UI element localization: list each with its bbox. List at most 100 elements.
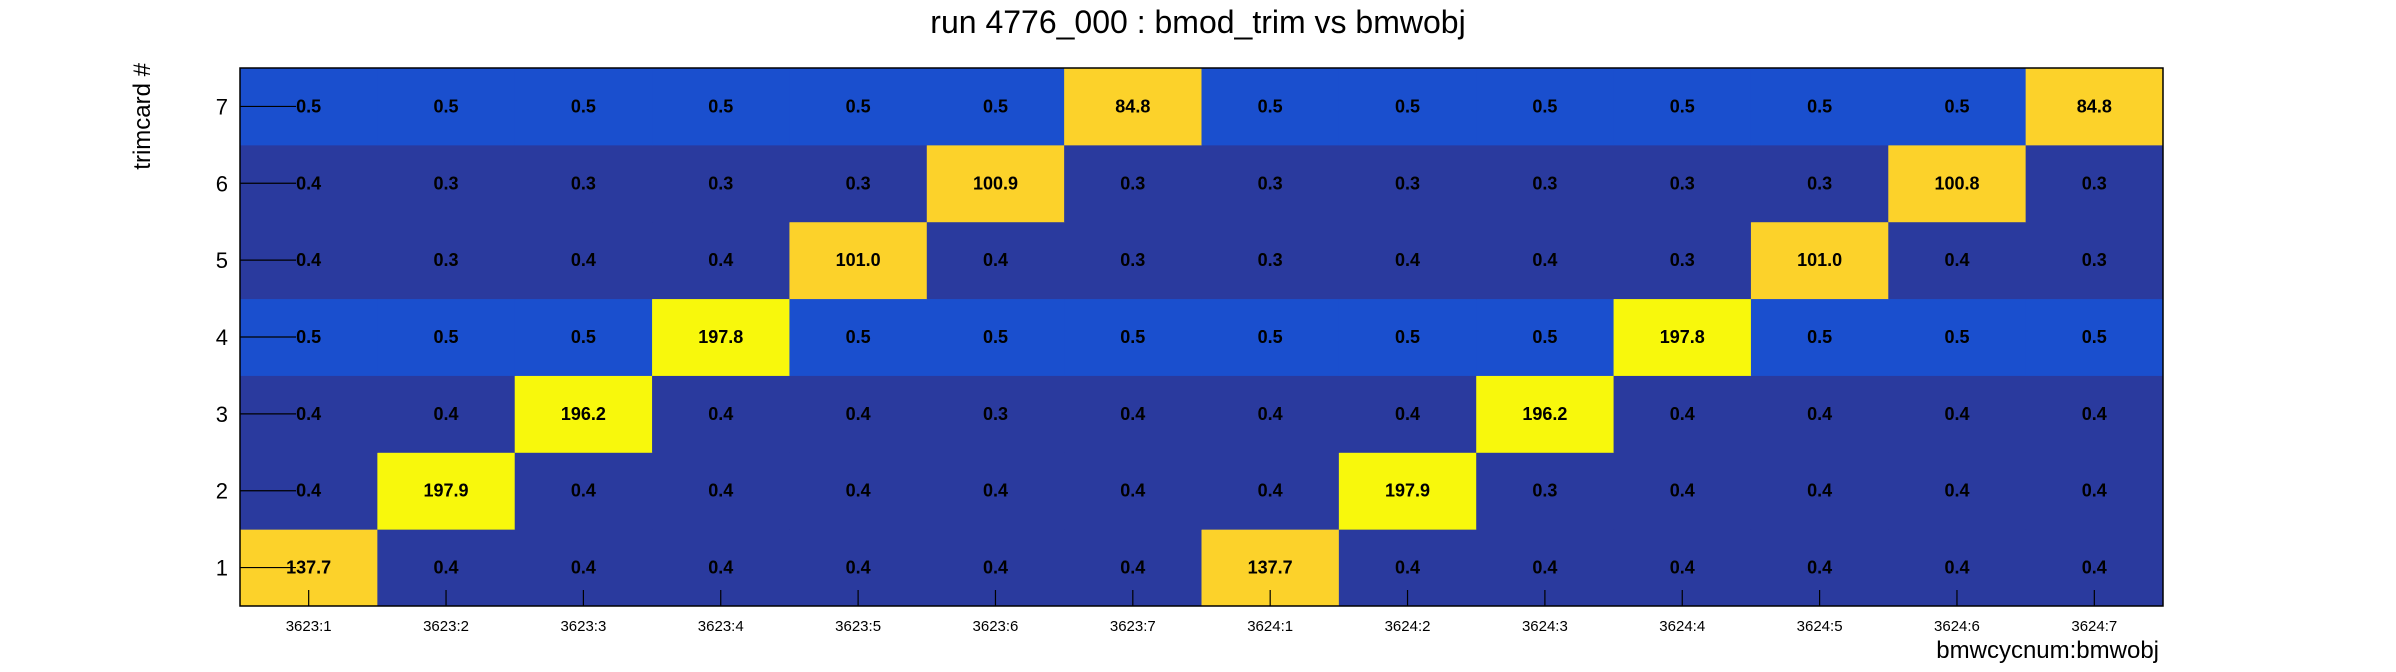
heatmap-cell	[1338, 221, 1477, 300]
cell-value-label: 197.9	[1385, 481, 1430, 501]
y-tick-label: 5	[216, 248, 228, 273]
heatmap-cell	[2025, 298, 2164, 376]
heatmap-cell	[926, 375, 1065, 453]
cell-value-label: 0.3	[1120, 173, 1145, 193]
cell-value-label: 0.4	[571, 558, 596, 578]
cell-value-label: 0.4	[1807, 558, 1832, 578]
x-axis-ticks: 3623:1 3623:2 3623:3 3623:4 3623:5 3623:6 3623…	[286, 590, 2117, 635]
heatmap-cell	[377, 68, 516, 146]
cell-value-label: 0.4	[1120, 404, 1145, 424]
heatmap-cell	[377, 452, 516, 530]
cell-value-label: 0.5	[983, 327, 1008, 347]
cell-value-label: 0.5	[1258, 327, 1283, 347]
heatmap-cell	[789, 452, 928, 530]
cell-value-label: 0.5	[296, 327, 321, 347]
heatmap-cell	[514, 452, 653, 530]
cell-value-label: 0.4	[1944, 404, 1969, 424]
heatmap-cell	[652, 298, 790, 376]
heatmap-cell	[789, 144, 928, 223]
y-tick-label: 4	[216, 325, 228, 350]
y-tick-label: 6	[216, 171, 228, 196]
heatmap-cell	[1201, 375, 1340, 453]
heatmap-cell	[1064, 68, 1202, 146]
cell-value-label: 0.4	[1258, 404, 1283, 424]
cell-value-label: 0.4	[1532, 250, 1557, 270]
cell-value-label: 0.3	[1395, 173, 1420, 193]
cell-value-label: 0.5	[434, 96, 459, 116]
heatmap-cell	[1338, 68, 1477, 146]
heatmap-cell	[1750, 221, 1889, 300]
cell-value-label: 84.8	[2077, 96, 2112, 116]
cell-value-label: 0.4	[1670, 558, 1695, 578]
heatmap-cell	[1750, 68, 1889, 146]
heatmap-cell	[1613, 375, 1752, 453]
cell-value-label: 0.4	[434, 558, 459, 578]
heatmap-cell	[514, 144, 653, 223]
heatmap-cell	[1338, 144, 1477, 223]
cell-value-label: 0.5	[1532, 327, 1557, 347]
cell-value-label: 0.5	[571, 327, 596, 347]
cell-value-label: 0.4	[1807, 481, 1832, 501]
heatmap-cell	[926, 144, 1065, 223]
x-tick-label: 3624:3	[1522, 618, 1568, 635]
heatmap-cell	[1201, 144, 1340, 223]
cell-value-label: 0.3	[571, 173, 596, 193]
cell-value-label: 0.3	[1120, 250, 1145, 270]
heatmap-cell	[1888, 298, 2027, 376]
x-tick-label: 3623:5	[835, 618, 881, 635]
cell-value-label: 0.3	[1258, 173, 1283, 193]
cell-value-label: 0.4	[1944, 481, 1969, 501]
cell-value-label: 0.3	[2082, 173, 2107, 193]
heatmap-cell	[2025, 452, 2164, 530]
heatmap-cell	[1476, 144, 1615, 223]
cell-value-label: 0.4	[296, 481, 321, 501]
heatmap-cell	[1476, 452, 1615, 530]
cell-value-label: 0.5	[434, 327, 459, 347]
cell-value-label: 0.4	[1120, 558, 1145, 578]
x-tick-label: 3623:1	[286, 618, 332, 635]
x-tick-label: 3624:2	[1385, 618, 1431, 635]
heatmap-cell	[1064, 144, 1202, 223]
heatmap-cell	[1476, 375, 1615, 453]
cell-value-label: 0.4	[708, 558, 733, 578]
cell-value-label: 0.4	[1807, 404, 1832, 424]
heatmap-cell	[1888, 221, 2027, 300]
heatmap-cell	[2025, 144, 2164, 223]
heatmap-cell	[1064, 298, 1202, 376]
heatmap-cell	[789, 221, 928, 300]
cell-value-label: 137.7	[1248, 558, 1293, 578]
cell-value-label: 0.4	[983, 481, 1008, 501]
heatmap-cell	[1750, 298, 1889, 376]
x-tick-label: 3623:6	[973, 618, 1019, 635]
x-tick-label: 3624:5	[1797, 618, 1843, 635]
x-tick-label: 3624:4	[1659, 618, 1705, 635]
cell-value-label: 0.4	[571, 250, 596, 270]
y-tick-label: 2	[216, 479, 228, 504]
heatmap-cell	[652, 68, 790, 146]
cell-value-label: 0.4	[1532, 558, 1557, 578]
cell-value-label: 0.4	[571, 481, 596, 501]
cell-value-label: 0.5	[1807, 96, 1832, 116]
cell-value-label: 0.5	[2082, 327, 2107, 347]
cell-value-label: 0.5	[983, 96, 1008, 116]
heatmap-cell	[377, 375, 516, 453]
cell-value-label: 0.3	[1532, 173, 1557, 193]
cell-value-label: 0.4	[1670, 481, 1695, 501]
heatmap-cell	[1064, 452, 1202, 530]
heatmap-cell	[377, 298, 516, 376]
y-tick-label: 1	[216, 556, 228, 581]
heatmap-cell	[1888, 144, 2027, 223]
cell-value-label: 0.3	[846, 173, 871, 193]
cell-value-label: 0.3	[1532, 481, 1557, 501]
cell-value-label: 0.4	[1670, 404, 1695, 424]
heatmap-cell	[926, 68, 1065, 146]
x-tick-label: 3624:6	[1934, 618, 1980, 635]
heatmap-cell	[789, 68, 928, 146]
cell-value-label: 0.4	[2082, 404, 2107, 424]
cell-value-label: 0.5	[1120, 327, 1145, 347]
cell-value-label: 0.3	[1807, 173, 1832, 193]
heatmap-cell	[514, 68, 653, 146]
cell-value-label: 0.4	[983, 250, 1008, 270]
cell-value-label: 0.5	[1670, 96, 1695, 116]
